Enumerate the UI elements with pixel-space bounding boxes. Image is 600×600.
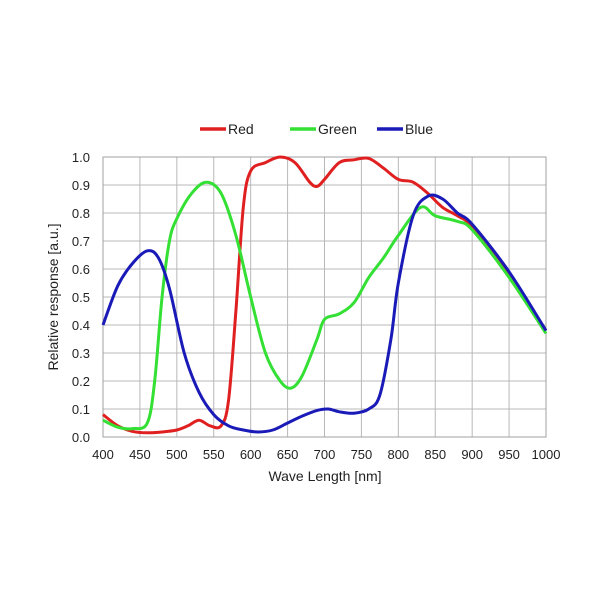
x-axis-label: Wave Length [nm] (268, 468, 381, 484)
series-line-blue (101, 193, 548, 434)
tick-labels: 400 450 500 550 600 650 700 750 800 850 900 950 1000… (72, 150, 561, 462)
y-tick-label: 0.9 (72, 178, 90, 193)
y-tick-label: 0.3 (72, 346, 90, 361)
y-tick-label: 0.7 (72, 234, 90, 249)
series-line-red (102, 155, 548, 435)
y-axis-label: Relative response [a.u.] (45, 223, 61, 370)
x-tick-label: 600 (240, 447, 262, 462)
x-tick-label: 1000 (532, 447, 561, 462)
x-tick-label: 950 (498, 447, 520, 462)
y-tick-label: 0.6 (72, 262, 90, 277)
x-tick-label: 650 (277, 447, 299, 462)
x-tick-label: 800 (387, 447, 409, 462)
x-tick-label: 850 (424, 447, 446, 462)
y-tick-label: 0.2 (72, 374, 90, 389)
x-tick-label: 700 (314, 447, 336, 462)
legend-label: Red (228, 121, 254, 137)
y-tick-label: 0.1 (72, 402, 90, 417)
y-tick-label: 1.0 (72, 150, 90, 165)
y-tick-label: 0.4 (72, 318, 90, 333)
plot-frame (102, 156, 547, 438)
x-tick-label: 550 (203, 447, 225, 462)
x-tick-label: 400 (92, 447, 114, 462)
legend: Red Green Blue (200, 121, 433, 137)
x-tick-label: 500 (166, 447, 188, 462)
legend-label: Green (318, 121, 357, 137)
x-tick-label: 450 (129, 447, 151, 462)
x-tick-label: 900 (461, 447, 483, 462)
grid (102, 156, 547, 438)
y-tick-label: 0.0 (72, 430, 90, 445)
series-line-green (102, 180, 548, 431)
legend-label: Blue (405, 121, 433, 137)
y-tick-label: 0.5 (72, 290, 90, 305)
y-tick-label: 0.8 (72, 206, 90, 221)
x-tick-label: 750 (351, 447, 373, 462)
series-lines (101, 155, 548, 435)
